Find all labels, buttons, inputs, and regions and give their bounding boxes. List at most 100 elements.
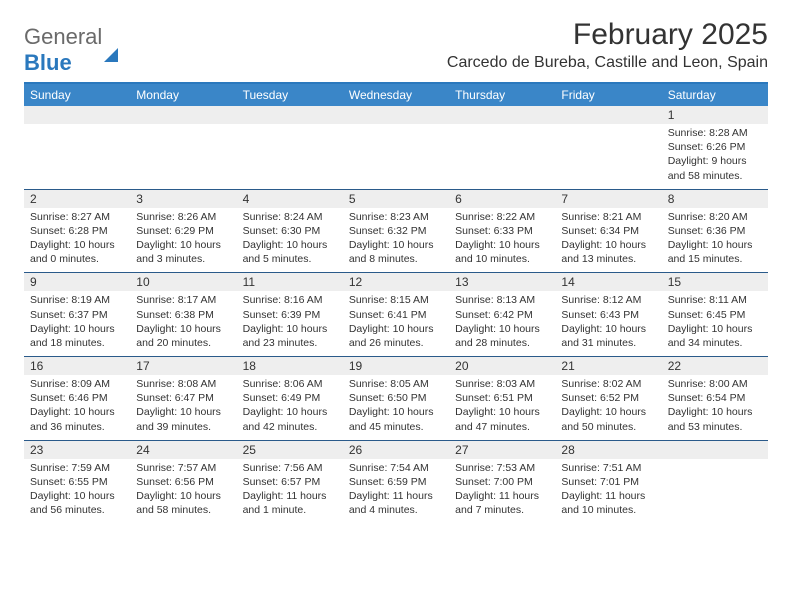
- day-number: 27: [449, 441, 555, 459]
- sunrise-line: Sunrise: 8:06 AM: [243, 377, 337, 391]
- week-row: Sunrise: 8:27 AMSunset: 6:28 PMDaylight:…: [24, 208, 768, 273]
- day-cell: [555, 124, 661, 189]
- weekday-header: Wednesday: [343, 84, 449, 106]
- sunset-line: Sunset: 6:46 PM: [30, 391, 124, 405]
- sunset-line: Sunset: 6:45 PM: [668, 308, 762, 322]
- sunset-line: Sunset: 6:37 PM: [30, 308, 124, 322]
- day-cell: Sunrise: 7:57 AMSunset: 6:56 PMDaylight:…: [130, 459, 236, 524]
- day-number: [343, 106, 449, 124]
- sunrise-line: Sunrise: 7:54 AM: [349, 461, 443, 475]
- day-cell: Sunrise: 8:09 AMSunset: 6:46 PMDaylight:…: [24, 375, 130, 440]
- daylight-line: Daylight: 10 hours and 0 minutes.: [30, 238, 124, 266]
- day-cell: Sunrise: 8:23 AMSunset: 6:32 PMDaylight:…: [343, 208, 449, 273]
- sunset-line: Sunset: 6:30 PM: [243, 224, 337, 238]
- day-number: 11: [237, 273, 343, 291]
- daylight-line: Daylight: 9 hours and 58 minutes.: [668, 154, 762, 182]
- weekday-header: Monday: [130, 84, 236, 106]
- week-row: Sunrise: 8:19 AMSunset: 6:37 PMDaylight:…: [24, 291, 768, 356]
- sunrise-line: Sunrise: 8:21 AM: [561, 210, 655, 224]
- week-row: Sunrise: 7:59 AMSunset: 6:55 PMDaylight:…: [24, 459, 768, 524]
- sunrise-line: Sunrise: 8:00 AM: [668, 377, 762, 391]
- day-cell: [662, 459, 768, 524]
- day-cell: Sunrise: 8:22 AMSunset: 6:33 PMDaylight:…: [449, 208, 555, 273]
- daylight-line: Daylight: 10 hours and 50 minutes.: [561, 405, 655, 433]
- day-number: 28: [555, 441, 661, 459]
- sunrise-line: Sunrise: 8:09 AM: [30, 377, 124, 391]
- day-cell: Sunrise: 8:16 AMSunset: 6:39 PMDaylight:…: [237, 291, 343, 356]
- logo-text: General Blue: [24, 24, 118, 76]
- sunset-line: Sunset: 6:57 PM: [243, 475, 337, 489]
- day-cell: Sunrise: 8:13 AMSunset: 6:42 PMDaylight:…: [449, 291, 555, 356]
- day-number: 19: [343, 357, 449, 375]
- sunrise-line: Sunrise: 8:15 AM: [349, 293, 443, 307]
- sunset-line: Sunset: 6:26 PM: [668, 140, 762, 154]
- daylight-line: Daylight: 10 hours and 53 minutes.: [668, 405, 762, 433]
- daylight-line: Daylight: 10 hours and 26 minutes.: [349, 322, 443, 350]
- daylight-line: Daylight: 10 hours and 10 minutes.: [455, 238, 549, 266]
- sunset-line: Sunset: 6:55 PM: [30, 475, 124, 489]
- day-cell: [449, 124, 555, 189]
- sunrise-line: Sunrise: 8:26 AM: [136, 210, 230, 224]
- sunset-line: Sunset: 6:38 PM: [136, 308, 230, 322]
- day-number: [237, 106, 343, 124]
- sunset-line: Sunset: 6:51 PM: [455, 391, 549, 405]
- daylight-line: Daylight: 10 hours and 34 minutes.: [668, 322, 762, 350]
- day-number: 8: [662, 190, 768, 208]
- day-number: 24: [130, 441, 236, 459]
- sunset-line: Sunset: 6:29 PM: [136, 224, 230, 238]
- location: Carcedo de Bureba, Castille and Leon, Sp…: [447, 54, 768, 72]
- header: General Blue February 2025 Carcedo de Bu…: [24, 18, 768, 76]
- day-cell: Sunrise: 8:15 AMSunset: 6:41 PMDaylight:…: [343, 291, 449, 356]
- sunrise-line: Sunrise: 8:13 AM: [455, 293, 549, 307]
- day-cell: Sunrise: 8:20 AMSunset: 6:36 PMDaylight:…: [662, 208, 768, 273]
- daylight-line: Daylight: 10 hours and 56 minutes.: [30, 489, 124, 517]
- sunrise-line: Sunrise: 8:17 AM: [136, 293, 230, 307]
- day-cell: Sunrise: 8:19 AMSunset: 6:37 PMDaylight:…: [24, 291, 130, 356]
- sunrise-line: Sunrise: 8:20 AM: [668, 210, 762, 224]
- sunrise-line: Sunrise: 7:51 AM: [561, 461, 655, 475]
- sunset-line: Sunset: 6:39 PM: [243, 308, 337, 322]
- day-number: 3: [130, 190, 236, 208]
- weekday-header: Tuesday: [237, 84, 343, 106]
- day-number: 22: [662, 357, 768, 375]
- daylight-line: Daylight: 10 hours and 15 minutes.: [668, 238, 762, 266]
- sunset-line: Sunset: 6:54 PM: [668, 391, 762, 405]
- day-cell: Sunrise: 8:12 AMSunset: 6:43 PMDaylight:…: [555, 291, 661, 356]
- sunset-line: Sunset: 6:59 PM: [349, 475, 443, 489]
- calendar: Sunday Monday Tuesday Wednesday Thursday…: [24, 82, 768, 523]
- day-number: [24, 106, 130, 124]
- sunset-line: Sunset: 6:28 PM: [30, 224, 124, 238]
- day-cell: Sunrise: 8:27 AMSunset: 6:28 PMDaylight:…: [24, 208, 130, 273]
- day-cell: [24, 124, 130, 189]
- day-number: 9: [24, 273, 130, 291]
- day-cell: Sunrise: 8:08 AMSunset: 6:47 PMDaylight:…: [130, 375, 236, 440]
- day-cell: Sunrise: 8:26 AMSunset: 6:29 PMDaylight:…: [130, 208, 236, 273]
- day-number: 2: [24, 190, 130, 208]
- day-number: 18: [237, 357, 343, 375]
- day-cell: Sunrise: 8:03 AMSunset: 6:51 PMDaylight:…: [449, 375, 555, 440]
- sunset-line: Sunset: 6:47 PM: [136, 391, 230, 405]
- weekday-header: Saturday: [662, 84, 768, 106]
- day-cell: Sunrise: 8:11 AMSunset: 6:45 PMDaylight:…: [662, 291, 768, 356]
- day-cell: Sunrise: 7:51 AMSunset: 7:01 PMDaylight:…: [555, 459, 661, 524]
- day-cell: Sunrise: 8:06 AMSunset: 6:49 PMDaylight:…: [237, 375, 343, 440]
- daylight-line: Daylight: 11 hours and 1 minute.: [243, 489, 337, 517]
- day-cell: [130, 124, 236, 189]
- day-number: 14: [555, 273, 661, 291]
- sunrise-line: Sunrise: 8:24 AM: [243, 210, 337, 224]
- daylight-line: Daylight: 10 hours and 18 minutes.: [30, 322, 124, 350]
- sunset-line: Sunset: 7:00 PM: [455, 475, 549, 489]
- sunset-line: Sunset: 6:56 PM: [136, 475, 230, 489]
- sunrise-line: Sunrise: 8:22 AM: [455, 210, 549, 224]
- daylight-line: Daylight: 10 hours and 31 minutes.: [561, 322, 655, 350]
- sunrise-line: Sunrise: 8:16 AM: [243, 293, 337, 307]
- logo: General Blue: [24, 18, 118, 76]
- sunrise-line: Sunrise: 8:02 AM: [561, 377, 655, 391]
- day-number: 12: [343, 273, 449, 291]
- day-number: 21: [555, 357, 661, 375]
- daylight-line: Daylight: 10 hours and 45 minutes.: [349, 405, 443, 433]
- day-cell: Sunrise: 7:59 AMSunset: 6:55 PMDaylight:…: [24, 459, 130, 524]
- logo-part1: General: [24, 24, 102, 49]
- day-cell: Sunrise: 7:56 AMSunset: 6:57 PMDaylight:…: [237, 459, 343, 524]
- title-block: February 2025 Carcedo de Bureba, Castill…: [447, 18, 768, 72]
